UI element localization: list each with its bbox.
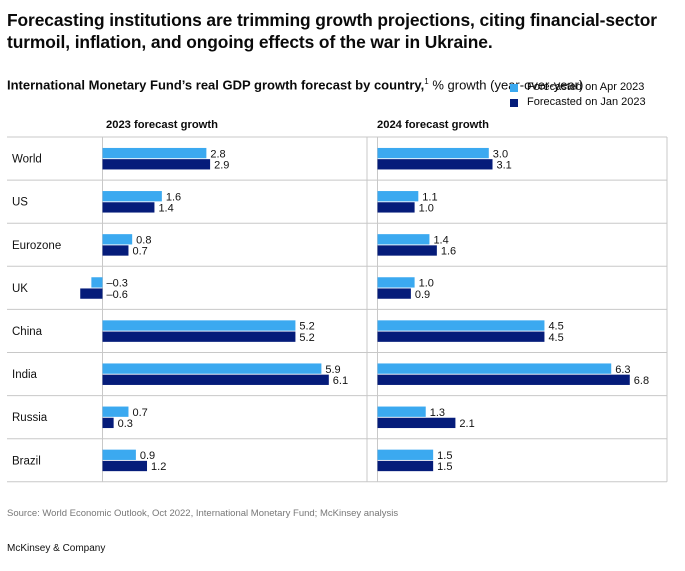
bar: [102, 374, 329, 385]
legend-label-jan: Forecasted on Jan 2023: [527, 96, 646, 108]
bar: [102, 202, 155, 213]
data-label: 1.6: [441, 246, 456, 258]
data-label: 0.7: [132, 407, 147, 419]
chart-subtitle: International Monetary Fund’s real GDP g…: [7, 73, 583, 93]
data-label: 0.3: [118, 418, 133, 430]
category-label: Russia: [12, 412, 48, 424]
bar: [102, 245, 129, 256]
legend-swatch-jan: [510, 98, 518, 107]
panel-title-2023: 2023 forecast growth: [106, 119, 218, 131]
legend-item-apr: Forecasted on Apr 2023: [510, 80, 646, 95]
data-label: 0.7: [132, 246, 147, 258]
bar: [102, 320, 296, 331]
bar: [377, 159, 493, 170]
footnote-marker: 1: [424, 77, 429, 86]
category-label: China: [12, 326, 43, 338]
data-label: 1.6: [166, 191, 181, 203]
bar: [377, 331, 545, 342]
category-label: UK: [12, 283, 28, 295]
bar: [377, 202, 415, 213]
data-label: 1.5: [437, 461, 452, 473]
bar: [91, 277, 103, 288]
legend-swatch-apr: [510, 83, 518, 92]
subtitle-main: International Monetary Fund’s real GDP g…: [7, 77, 425, 93]
data-label: 3.0: [493, 148, 508, 160]
data-label: 4.5: [548, 332, 563, 344]
data-label: 5.2: [299, 321, 314, 333]
data-label: 3.1: [497, 159, 512, 171]
data-label: 1.5: [437, 450, 452, 462]
bar: [102, 331, 296, 342]
chart-legend: Forecasted on Apr 2023 Forecasted on Jan…: [510, 80, 646, 110]
data-label: 1.0: [419, 278, 434, 290]
brand-logo-text: McKinsey & Company: [7, 543, 106, 554]
bar: [377, 374, 630, 385]
category-label: World: [12, 154, 42, 166]
bar: [377, 147, 489, 159]
data-label: 1.1: [422, 191, 437, 203]
data-label: 5.9: [325, 364, 340, 376]
bar: [377, 417, 456, 429]
bar: [102, 147, 207, 159]
data-label: 1.4: [433, 234, 448, 246]
data-label: 0.9: [140, 450, 155, 462]
data-label: 6.3: [615, 364, 630, 376]
bar: [377, 449, 434, 460]
panel-title-2024: 2024 forecast growth: [377, 119, 489, 131]
data-label: 0.8: [136, 234, 151, 246]
data-label: 6.8: [634, 375, 649, 387]
category-label: India: [12, 369, 38, 381]
legend-label-apr: Forecasted on Apr 2023: [527, 81, 645, 93]
source-note: Source: World Economic Outlook, Oct 2022…: [7, 508, 399, 519]
data-label: 0.9: [415, 289, 430, 301]
bar: [377, 460, 434, 472]
data-label: 1.4: [158, 203, 173, 215]
bar: [377, 320, 545, 331]
data-label: 1.3: [430, 407, 445, 419]
chart-headline: Forecasting institutions are trimming gr…: [7, 10, 657, 52]
data-label: 2.1: [459, 418, 474, 430]
bar: [102, 406, 129, 417]
bar: [377, 245, 437, 256]
bar: [102, 191, 162, 202]
bar: [377, 234, 430, 245]
data-label: 2.8: [210, 148, 225, 160]
legend-item-jan: Forecasted on Jan 2023: [510, 95, 646, 110]
bar: [102, 417, 114, 429]
data-label: 6.1: [333, 375, 348, 387]
category-label: Eurozone: [12, 240, 61, 252]
data-label: –0.6: [107, 289, 128, 301]
bar: [102, 449, 136, 460]
bar: [377, 288, 411, 299]
data-label: 2.9: [214, 159, 229, 171]
data-label: 5.2: [299, 332, 314, 344]
data-label: 1.0: [419, 203, 434, 215]
subtitle-unit: % growth (year-over-year): [428, 77, 584, 93]
bar: [377, 363, 612, 374]
data-label: 1.2: [151, 461, 166, 473]
data-label: –0.3: [107, 278, 128, 290]
category-label: US: [12, 197, 28, 209]
bar: [377, 406, 426, 417]
bar: [377, 277, 415, 288]
bar: [102, 159, 211, 170]
bar: [102, 460, 148, 472]
bar: [80, 288, 103, 299]
data-label: 4.5: [548, 321, 563, 333]
bar: [377, 191, 419, 202]
category-label: Brazil: [12, 455, 41, 467]
bar: [102, 363, 322, 374]
bar: [102, 234, 133, 245]
